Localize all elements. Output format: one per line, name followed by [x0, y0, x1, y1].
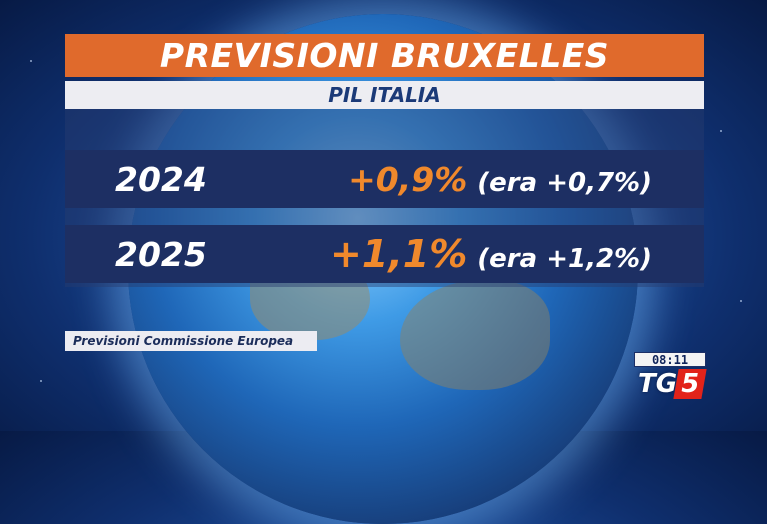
star: [30, 60, 32, 62]
continent-shape: [400, 280, 550, 390]
tg5-logo: TG 5: [634, 369, 707, 399]
subtitle-bar: PIL ITALIA: [65, 81, 704, 109]
forecast-previous: (era +1,2%): [477, 244, 652, 274]
forecast-previous: (era +0,7%): [477, 167, 652, 198]
title-bar: PREVISIONI BRUXELLES: [65, 34, 704, 77]
forecast-value: +0,9%: [348, 159, 468, 199]
forecast-row: 2024 +0,9% (era +0,7%): [65, 150, 704, 208]
source-caption: Previsioni Commissione Europea: [65, 331, 317, 351]
logo-number: 5: [673, 369, 707, 399]
clock: 08:11: [634, 352, 706, 367]
source-text: Previsioni Commissione Europea: [73, 334, 294, 348]
page-subtitle: PIL ITALIA: [328, 83, 441, 107]
star: [40, 380, 42, 382]
logo-text: TG: [638, 369, 678, 399]
star: [740, 300, 742, 302]
forecast-year: 2025: [115, 234, 207, 274]
forecast-values: +0,9% (era +0,7%): [348, 160, 652, 199]
forecast-values: +1,1% (era +1,2%): [330, 232, 652, 276]
forecast-value: +1,1%: [330, 232, 468, 276]
star: [720, 130, 722, 132]
page-title: PREVISIONI BRUXELLES: [159, 36, 610, 75]
forecast-year: 2024: [115, 159, 207, 199]
forecast-row: 2025 +1,1% (era +1,2%): [65, 225, 704, 283]
